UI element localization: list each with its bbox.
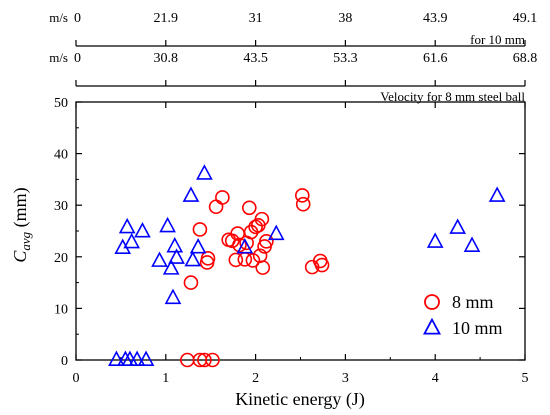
data-point-triangle <box>463 236 481 252</box>
data-point-circle <box>242 200 257 216</box>
top-axis-tick-label: 31 <box>249 11 263 26</box>
top-axis-tick-label: 43.5 <box>243 51 268 66</box>
data-point-triangle <box>162 259 180 275</box>
x-axis: 0 1 2 3 4 5 <box>73 102 529 386</box>
data-point-triangle <box>236 238 254 254</box>
data-point-circle <box>228 252 244 268</box>
top-axis-tick-label: 61.6 <box>423 51 448 66</box>
y-tick-label: 50 <box>54 96 68 111</box>
y-axis-title-unit: (mm) <box>10 187 31 232</box>
top-axis-tick-label: 49.1 <box>513 11 538 26</box>
legend-label: 8 mm <box>452 292 494 312</box>
data-point-triangle <box>128 350 146 367</box>
data-point-triangle <box>166 236 184 253</box>
data-point-circle <box>254 211 270 227</box>
data-point-triangle <box>426 232 444 248</box>
y-axis-title-main: C <box>10 250 30 263</box>
data-point-circle <box>294 188 310 203</box>
data-point-circle <box>224 233 240 249</box>
data-point-triangle <box>108 350 125 367</box>
y-tick-label: 40 <box>54 148 68 163</box>
data-point-circle <box>200 251 216 266</box>
y-axis-title-sub: avg <box>18 231 33 250</box>
data-point-circle <box>205 352 220 368</box>
data-point-circle <box>192 222 208 237</box>
top-velocity-axes: m/s 0 21.9 31 38 43.9 49.1 for 10 mm m/s 0 30.8 43.… <box>49 10 537 104</box>
data-point-circle <box>259 234 274 249</box>
top-axis-label: for 10 mm <box>470 32 525 47</box>
top-axis-tick-label: 0 <box>74 51 81 66</box>
data-point-triangle <box>189 238 207 254</box>
data-point-circle <box>215 190 230 205</box>
data-point-triangle <box>151 251 168 267</box>
data-point-triangle <box>137 350 155 367</box>
data-point-triangle <box>118 217 136 234</box>
data-point-triangle <box>114 238 132 255</box>
top-axis-tick-label: 43.9 <box>423 11 448 26</box>
x-tick-label: 1 <box>162 371 169 386</box>
data-point-circle <box>208 199 224 215</box>
top-axis-tick-label: 38 <box>338 11 352 26</box>
data-point-triangle <box>168 248 185 264</box>
y-tick-label: 30 <box>54 199 68 214</box>
y-axis-title: Cavg (mm) <box>10 187 33 262</box>
top-axis-unit: m/s <box>49 10 68 25</box>
top-axis-tick-label: 68.8 <box>513 51 538 66</box>
data-point-triangle <box>182 186 200 202</box>
top-axis-label: Velocity for 8 mm steel ball <box>380 89 525 104</box>
top-axis-tick-label: 30.8 <box>154 51 179 66</box>
top-axis-tick-label: 0 <box>74 11 81 26</box>
x-tick-label: 0 <box>73 371 80 386</box>
legend-label: 10 mm <box>452 318 503 338</box>
data-point-circle <box>295 196 311 212</box>
data-point-circle <box>183 275 199 290</box>
data-point-triangle <box>196 164 213 180</box>
legend-marker-circle <box>424 294 440 310</box>
y-tick-label: 20 <box>54 251 68 266</box>
legend-marker-triangle <box>422 317 442 335</box>
data-point-triangle <box>267 224 285 241</box>
top-axis-unit: m/s <box>49 50 68 65</box>
data-point-circle <box>255 260 271 275</box>
y-axis: 0 10 20 30 40 50 <box>54 96 525 369</box>
data-point-triangle <box>164 288 182 305</box>
data-point-triangle <box>449 218 466 234</box>
top-axis-tick-label: 21.9 <box>154 11 179 26</box>
data-points <box>108 164 506 368</box>
data-point-circle <box>245 253 261 268</box>
data-point-triangle <box>184 250 202 267</box>
x-tick-label: 3 <box>342 371 349 386</box>
x-axis-title: Kinetic energy (J) <box>235 389 365 410</box>
data-point-triangle <box>488 186 506 202</box>
y-tick-label: 0 <box>61 354 68 369</box>
data-point-circle <box>197 352 212 368</box>
y-tick-label: 10 <box>54 302 68 317</box>
data-point-circle <box>232 237 247 253</box>
top-axis-tick-label: 53.3 <box>333 51 358 66</box>
data-point-triangle <box>134 222 151 238</box>
x-tick-label: 5 <box>522 371 529 386</box>
legend: 8 mm 10 mm <box>422 292 503 338</box>
data-point-triangle <box>123 232 141 249</box>
data-point-triangle <box>159 216 176 233</box>
x-tick-label: 4 <box>432 371 439 386</box>
x-tick-label: 2 <box>252 371 259 386</box>
data-point-circle <box>314 257 330 273</box>
